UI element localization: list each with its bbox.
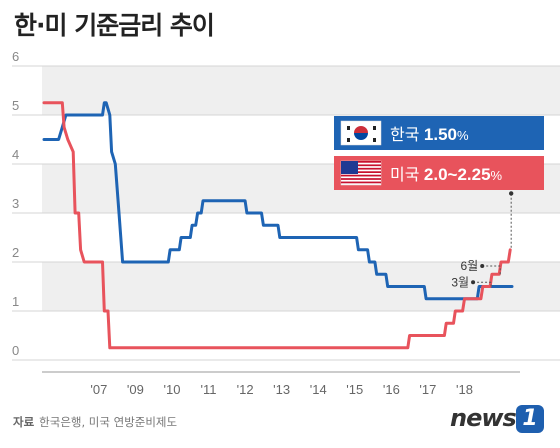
x-tick-label: '12 xyxy=(237,382,254,397)
grid-band xyxy=(42,66,560,115)
us-canton xyxy=(341,161,358,174)
source-note: 자료 한국은행, 미국 연방준비제도 xyxy=(13,414,177,430)
trigram xyxy=(373,126,376,130)
news1-logo: news 1 xyxy=(450,402,550,438)
us-stripe xyxy=(341,171,381,173)
legend-korea: 한국 1.50% xyxy=(334,116,544,150)
trigram xyxy=(347,138,350,142)
source-text: 한국은행, 미국 연방준비제도 xyxy=(39,415,178,429)
annotation-dot xyxy=(471,280,476,285)
us-stripe xyxy=(341,161,381,163)
legend-name: 미국 xyxy=(390,166,424,184)
y-tick-label: 1 xyxy=(12,294,19,309)
x-tick-label: '09 xyxy=(127,382,144,397)
x-tick-label: '17 xyxy=(419,382,436,397)
legend-label: 한국 1.50% xyxy=(390,125,469,144)
us-stripe xyxy=(341,178,381,180)
x-tick-label: '07 xyxy=(90,382,107,397)
legend-value: 2.0~2.25 xyxy=(424,165,491,184)
y-tick-label: 6 xyxy=(12,49,19,64)
x-tick-label: '18 xyxy=(456,382,473,397)
grid-band xyxy=(42,262,560,311)
annotation-dot xyxy=(508,191,514,196)
x-tick-label: '11 xyxy=(201,382,217,397)
legend-unit: % xyxy=(491,168,503,183)
legend-value: 1.50 xyxy=(424,125,457,144)
logo-text: news xyxy=(450,404,517,432)
x-tick-label: '16 xyxy=(383,382,400,397)
trigram xyxy=(347,126,350,130)
y-tick-label: 2 xyxy=(12,245,19,260)
y-tick-label: 3 xyxy=(12,196,19,211)
us-stripe xyxy=(341,167,381,170)
x-tick-label: '15 xyxy=(346,382,363,397)
x-tick-label: '14 xyxy=(310,382,327,397)
annotation-dot xyxy=(480,264,485,268)
annotation-june: 6월 xyxy=(460,259,478,273)
y-tick-label: 0 xyxy=(12,343,19,358)
legend-unit: % xyxy=(457,128,469,143)
annotation-march: 3월 xyxy=(451,275,469,289)
logo-mark: 1 xyxy=(516,405,544,433)
y-tick-label: 4 xyxy=(12,147,19,162)
series-line-korea xyxy=(42,101,514,301)
legend-label: 미국 2.0~2.25% xyxy=(390,165,503,184)
taeguk-bottom xyxy=(354,133,368,140)
legend-us: 미국 2.0~2.25% xyxy=(334,156,544,190)
us-stripe xyxy=(341,164,381,167)
us-stripe xyxy=(341,174,381,177)
source-label: 자료 xyxy=(13,415,35,429)
page-title: 한·미 기준금리 추이 xyxy=(14,11,215,40)
y-tick-label: 5 xyxy=(12,98,19,113)
trigram xyxy=(373,138,376,142)
taeguk-top xyxy=(354,126,368,133)
legend-name: 한국 xyxy=(390,126,424,144)
us-stripe xyxy=(341,181,381,184)
x-tick-label: '10 xyxy=(163,382,180,397)
x-tick-label: '13 xyxy=(273,382,290,397)
